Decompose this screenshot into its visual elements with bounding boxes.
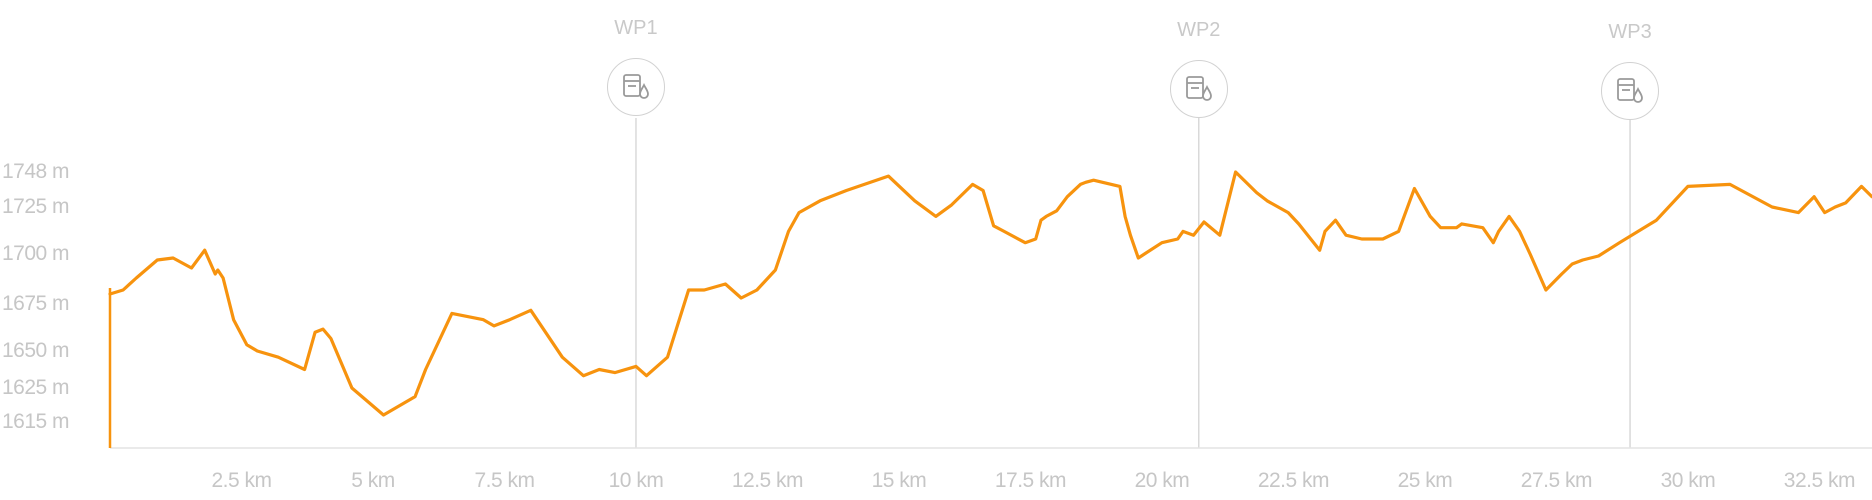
waypoint-label: WP1	[614, 17, 658, 39]
x-tick-label: 27.5 km	[1520, 469, 1593, 492]
x-tick-label: 22.5 km	[1257, 469, 1330, 492]
x-tick-label: 15 km	[871, 469, 927, 492]
y-tick-label: 1650 m	[2, 339, 70, 362]
x-tick-label: 7.5 km	[474, 469, 535, 492]
x-tick-label: 25 km	[1397, 469, 1453, 492]
fuel-water-icon[interactable]	[1169, 60, 1228, 118]
waypoint-label: WP3	[1608, 21, 1652, 43]
x-tick-label: 10 km	[608, 469, 664, 492]
y-tick-label: 1725 m	[2, 195, 70, 218]
fuel-water-icon[interactable]	[1601, 62, 1660, 120]
y-tick-label: 1700 m	[2, 242, 70, 265]
x-tick-label: 5 km	[351, 469, 395, 492]
x-tick-label: 32.5 km	[1783, 469, 1856, 492]
y-tick-label: 1748 m	[2, 160, 70, 183]
y-tick-label: 1615 m	[2, 410, 70, 433]
waypoint-label: WP2	[1177, 19, 1221, 41]
elevation-line	[108, 170, 1872, 417]
x-tick-label: 30 km	[1660, 469, 1716, 492]
x-tick-label: 2.5 km	[211, 469, 272, 492]
x-tick-label: 12.5 km	[731, 469, 804, 492]
x-tick-label: 20 km	[1134, 469, 1190, 492]
x-tick-label: 17.5 km	[994, 469, 1067, 492]
y-tick-label: 1675 m	[2, 292, 70, 315]
y-tick-label: 1625 m	[2, 376, 70, 399]
fuel-water-icon[interactable]	[606, 58, 665, 116]
